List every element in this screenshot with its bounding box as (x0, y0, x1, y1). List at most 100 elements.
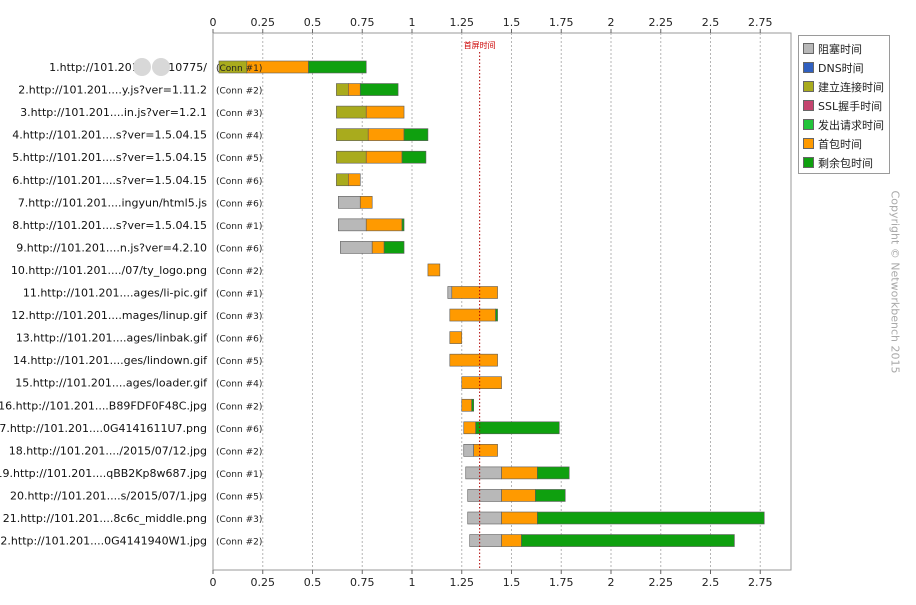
legend-swatch (803, 138, 814, 149)
request-bar (449, 308, 498, 322)
request-url-label: 2.http://101.201....y.js?ver=1.11.2 (18, 84, 207, 97)
bar-segment-receive (495, 308, 498, 322)
request-url-label: 4.http://101.201....s?ver=1.5.04.15 (12, 129, 207, 142)
bar-segment-ttfb (463, 421, 476, 435)
legend-swatch (803, 157, 814, 168)
bar-segment-ttfb (451, 286, 498, 299)
request-url-label: 7.http://101.201....ingyun/html5.js (18, 196, 207, 209)
request-url-label: 17.http://101.201....0G4141611U7.png (0, 422, 207, 435)
bar-segment-blocked (469, 534, 502, 547)
request-url-label: 5.http://101.201....s?ver=1.5.04.15 (12, 151, 207, 164)
bar-segment-receive (401, 218, 405, 232)
x-tick-label: 1.25 (450, 576, 475, 589)
bar-segment-ttfb (365, 105, 405, 119)
bar-segment-receive (537, 511, 765, 525)
bar-segment-ttfb (501, 511, 538, 525)
legend-label: SSL握手时间 (818, 99, 883, 113)
request-url-label: 10.http://101.201..../07/ty_logo.png (11, 264, 207, 277)
bar-segment-ttfb (365, 218, 403, 232)
connection-label: (Conn #1) (216, 222, 262, 232)
x-tick-label: 1 (409, 576, 416, 589)
request-url-label: 22.http://101.201....0G4141940W1.jpg (0, 535, 207, 548)
x-tick-label: 0 (210, 576, 217, 589)
x-tick-label: 0.75 (350, 16, 375, 29)
bar-segment-receive (383, 241, 405, 254)
request-bar (465, 466, 570, 480)
request-bar (336, 128, 429, 141)
x-tick-label: 0.5 (304, 16, 322, 29)
request-url-label: 1.http://101.201. 10775/ (49, 61, 207, 74)
x-tick-label: 1.5 (503, 16, 521, 29)
gridlines (262, 33, 761, 570)
bar-segment-blocked (465, 466, 502, 480)
bar-segment-ttfb (359, 196, 373, 209)
legend-label: DNS时间 (818, 61, 864, 75)
x-tick-label: 2.75 (748, 16, 773, 29)
request-bar (449, 353, 498, 367)
connection-label: (Conn #3) (216, 515, 262, 525)
legend-swatch (803, 62, 814, 73)
connection-label: (Conn #3) (216, 312, 262, 322)
bar-segment-receive (521, 534, 735, 547)
connection-label: (Conn #6) (216, 199, 262, 209)
legend-label: 建立连接时间 (818, 80, 884, 94)
request-url-label: 12.http://101.201....mages/linup.gif (11, 309, 208, 322)
x-tick-label: 2.25 (649, 16, 674, 29)
bar-segment-blocked (467, 511, 502, 525)
bar-segment-blocked (467, 489, 502, 502)
bar-segment-blocked (340, 241, 373, 254)
request-labels: 1.http://101.201. 10775/ (Conn #1) 2.http:/… (0, 58, 262, 548)
request-bar (336, 105, 405, 119)
bar-segment-ttfb (348, 83, 361, 96)
connection-label: (Conn #2) (216, 87, 262, 97)
request-bar (447, 286, 498, 299)
bar-segment-blocked (338, 196, 361, 209)
request-bar (461, 398, 474, 412)
x-tick-label: 0.75 (350, 576, 375, 589)
bar-segment-connect (336, 83, 349, 96)
request-url-label: 6.http://101.201....s?ver=1.5.04.15 (12, 174, 207, 187)
x-tick-label: 1.5 (503, 576, 521, 589)
request-bar (461, 376, 502, 390)
bar-segment-receive (403, 128, 429, 141)
request-url-label: 20.http://101.201....s/2015/07/1.jpg (10, 489, 207, 502)
request-bar (218, 60, 367, 74)
bar-segment-receive (537, 466, 570, 480)
redaction-mark (152, 58, 170, 76)
legend-item-connect: 建立连接时间 (803, 77, 889, 96)
request-url-label: 11.http://101.201....ages/li-pic.gif (23, 287, 208, 300)
request-bar (469, 534, 735, 547)
bar-segment-connect (336, 105, 367, 119)
bar-segment-ttfb (501, 466, 538, 480)
connection-label: (Conn #3) (216, 109, 262, 119)
x-tick-label: 2 (608, 576, 615, 589)
x-tick-label: 2.5 (702, 16, 720, 29)
x-tick-label: 2 (608, 16, 615, 29)
request-url-label: 8.http://101.201....s?ver=1.5.04.15 (12, 219, 207, 232)
bar-segment-receive (471, 398, 474, 412)
bar-segment-receive (535, 489, 566, 502)
legend-item-send: 发出请求时间 (803, 115, 889, 134)
bar-segment-ttfb (461, 398, 472, 412)
bar-segment-ttfb (461, 376, 502, 390)
request-url-label: 14.http://101.201....ges/lindown.gif (13, 354, 208, 367)
connection-label: (Conn #6) (216, 177, 262, 187)
request-url-label: 16.http://101.201....B89FDF0F48C.jpg (0, 399, 207, 412)
x-tick-label: 2.5 (702, 576, 720, 589)
bar-segment-ttfb (449, 353, 498, 367)
connection-label: (Conn #2) (216, 402, 262, 412)
x-tick-label: 2.75 (748, 576, 773, 589)
connection-label: (Conn #5) (216, 492, 262, 502)
request-bar (467, 511, 765, 525)
request-bar (336, 83, 399, 96)
bar-segment-ttfb (501, 489, 536, 502)
connection-label: (Conn #5) (216, 357, 262, 367)
bar-segment-connect (336, 173, 349, 187)
request-url-label: 19.http://101.201....qBB2Kp8w687.jpg (0, 467, 207, 480)
legend-swatch (803, 100, 814, 111)
bar-segment-connect (336, 128, 369, 141)
x-tick-label: 1.75 (549, 16, 574, 29)
connection-label: (Conn #2) (216, 538, 262, 548)
request-bar (338, 196, 373, 209)
connection-label: (Conn #5) (216, 154, 262, 164)
